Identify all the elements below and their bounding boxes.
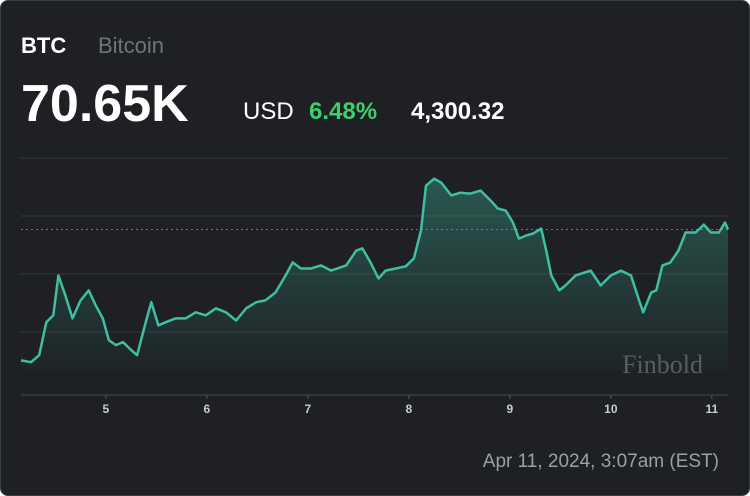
x-tick-label: 5 [102,402,109,416]
x-tick-label: 11 [705,402,718,416]
price: 70.65K [21,75,189,133]
timestamp: Apr 11, 2024, 3:07am (EST) [483,451,719,472]
change-percent: 6.48% [309,98,377,125]
symbol: BTC [21,33,66,58]
x-tick-label: 7 [304,402,311,416]
x-tick-label: 6 [203,402,210,416]
x-tick-label: 9 [506,402,513,416]
area [21,178,728,371]
x-tick-label: 8 [405,402,412,416]
change: 4,300.32 [411,98,504,125]
name: Bitcoin [98,33,164,58]
price-line [20,177,730,364]
x-tick-label: 10 [604,402,618,416]
currency: USD [243,98,294,125]
